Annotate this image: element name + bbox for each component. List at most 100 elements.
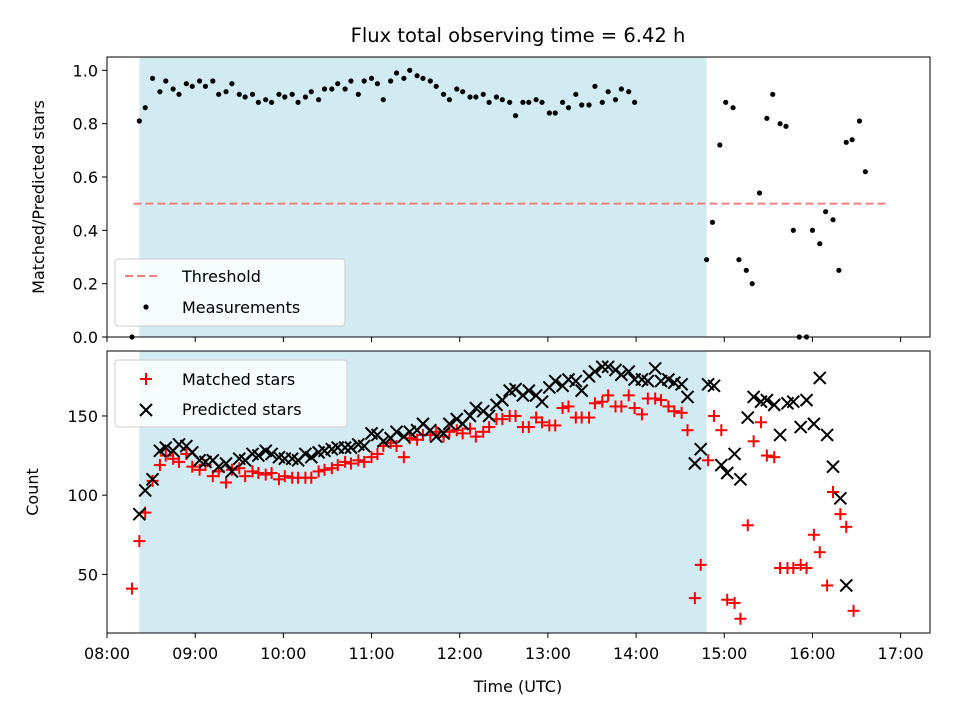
measurement-point <box>783 123 789 129</box>
measurement-point <box>764 115 770 121</box>
measurement-point <box>749 281 755 287</box>
predicted-stars-point <box>688 456 702 471</box>
y-tick-label: 50 <box>78 565 98 584</box>
measurement-point <box>176 91 182 97</box>
measurement-point <box>592 83 598 89</box>
measurement-point <box>486 99 492 105</box>
matched-stars-point <box>847 604 860 617</box>
matched-stars-point <box>390 440 403 453</box>
matched-stars-point <box>509 409 522 422</box>
y-tick-label: 150 <box>67 407 98 426</box>
top-x-axis-ticks <box>106 337 902 342</box>
matched-stars-point <box>133 535 146 548</box>
measurement-point <box>316 97 322 103</box>
measurement-point <box>499 97 505 103</box>
matched-stars-point <box>536 416 549 429</box>
predicted-stars-point <box>807 417 821 431</box>
measurement-point <box>189 83 195 89</box>
matched-stars-point <box>588 397 601 410</box>
measurement-point <box>809 227 816 233</box>
predicted-stars-point <box>601 360 615 374</box>
matched-stars-point <box>220 476 233 489</box>
predicted-stars-point <box>727 447 742 461</box>
matched-stars-point <box>635 408 648 421</box>
measurement-point <box>467 94 473 100</box>
predicted-stars-point <box>495 393 510 407</box>
measurement-point <box>717 142 723 148</box>
predicted-stars-point <box>251 448 266 463</box>
predicted-stars-point <box>145 472 160 487</box>
measurement-point <box>454 86 460 92</box>
predicted-stars-point <box>793 420 808 434</box>
matched-stars-point <box>562 400 575 413</box>
y-tick-label: 0.0 <box>73 328 98 347</box>
predicted-stars-point <box>733 472 748 487</box>
matched-stars-point <box>675 406 688 419</box>
predicted-stars-point <box>138 483 152 498</box>
measurement-point <box>817 241 823 247</box>
measurement-point <box>626 89 632 95</box>
predicted-stars-point <box>714 458 729 472</box>
matched-stars-point <box>694 558 707 571</box>
x-tick-label: 08:00 <box>84 644 130 663</box>
matched-stars-point <box>688 592 701 605</box>
matched-stars-point <box>358 455 371 468</box>
matched-stars-point <box>668 405 681 418</box>
bottom-legend: Matched stars Predicted stars <box>114 359 348 428</box>
matched-stars-point <box>800 562 813 575</box>
predicted-stars-point <box>159 440 173 455</box>
predicted-stars-point <box>548 374 562 388</box>
matched-stars-point <box>312 465 325 478</box>
predicted-stars-point <box>436 426 451 441</box>
top-legend-box <box>114 258 346 327</box>
predicted-stars-point <box>595 360 609 374</box>
measurement-point <box>552 110 558 116</box>
predicted-stars-point <box>839 578 853 593</box>
legend-predicted-swatch <box>139 403 153 417</box>
measurement-point <box>183 81 189 87</box>
matched-stars-point <box>596 395 609 408</box>
matched-stars-point <box>186 460 199 473</box>
measurement-point <box>743 267 749 273</box>
y-tick-label: 0.4 <box>73 221 98 240</box>
matched-stars-point <box>840 520 853 533</box>
matched-stars-point <box>615 400 628 413</box>
legend-measurements-label: Measurements <box>182 298 300 317</box>
matched-stars-point <box>787 562 800 575</box>
measurement-point <box>573 91 579 97</box>
measurement-point <box>730 105 736 111</box>
measurement-point <box>388 78 394 84</box>
measurement-point <box>374 81 381 87</box>
predicted-stars-point <box>357 439 371 453</box>
measurement-point <box>473 94 479 100</box>
measurement-point <box>136 118 142 124</box>
predicted-stars-point <box>746 390 761 404</box>
matched-stars-point <box>252 466 265 479</box>
matched-stars-point <box>331 459 344 472</box>
matched-stars-point <box>153 459 166 472</box>
measurement-point <box>295 99 301 105</box>
measurement-point <box>565 105 572 111</box>
predicted-stars-point <box>614 368 629 382</box>
matched-stars-point <box>339 455 352 468</box>
predicted-stars-point <box>648 361 662 376</box>
measurement-point <box>380 97 386 103</box>
measurement-point <box>480 91 486 97</box>
measurement-point <box>414 73 420 79</box>
predicted-stars-point <box>833 491 848 506</box>
matched-stars-point <box>813 546 826 559</box>
predicted-stars-point <box>799 393 814 407</box>
matched-stars-point <box>522 421 535 434</box>
measurement-point <box>512 113 519 119</box>
predicted-stars-point <box>442 417 457 431</box>
matched-stars-point <box>483 421 496 434</box>
x-tick-label: 17:00 <box>878 644 924 663</box>
x-tick-label: 11:00 <box>348 644 394 663</box>
measurement-point <box>520 99 526 105</box>
matched-stars-point <box>834 508 847 521</box>
matched-stars-point <box>734 612 747 625</box>
predicted-stars-point <box>344 440 358 455</box>
measurement-point <box>427 78 433 84</box>
measurement-point <box>249 91 256 97</box>
